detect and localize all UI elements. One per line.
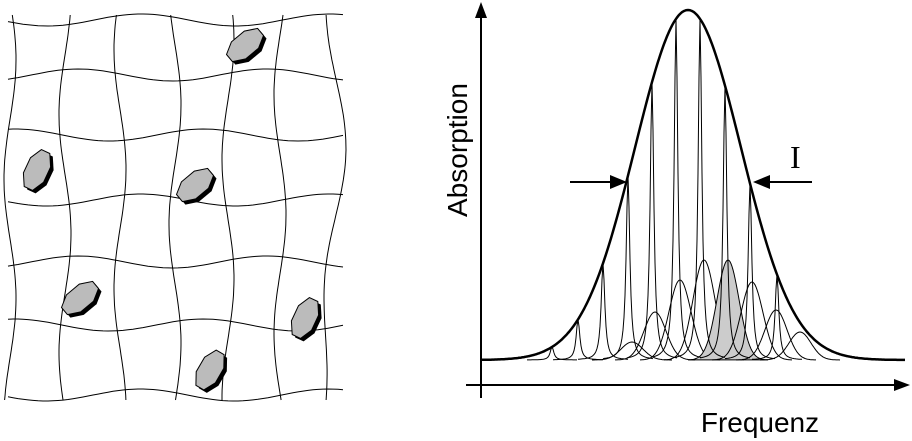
lattice-line — [168, 14, 182, 401]
narrow-line — [752, 274, 802, 360]
absorption-diagram: I Absorption Frequenz — [442, 2, 910, 438]
distorted-lattice — [3, 13, 347, 402]
lattice-line — [7, 255, 344, 269]
lattice-line — [7, 128, 344, 142]
molecule — [290, 297, 320, 339]
component-band — [615, 311, 695, 361]
lattice-line — [221, 14, 235, 400]
x-axis-label: Frequenz — [701, 407, 819, 438]
width-label: I — [790, 139, 801, 175]
width-arrowhead-right — [753, 175, 770, 189]
y-axis-label: Absorption — [442, 83, 473, 217]
molecule — [175, 167, 215, 203]
lattice-line — [7, 193, 344, 207]
lattice-line — [273, 14, 287, 401]
narrow-line — [650, 18, 702, 358]
width-arrowhead-left — [610, 175, 627, 189]
molecule — [195, 349, 225, 391]
lattice-line — [7, 388, 344, 402]
component-band-shaded — [687, 259, 769, 361]
narrow-line — [626, 82, 678, 359]
lattice-line — [58, 14, 72, 401]
envelope — [481, 8, 905, 362]
x-axis-arrow — [894, 379, 910, 391]
molecule — [225, 27, 265, 63]
lattice-line — [323, 14, 347, 401]
y-axis-arrow — [475, 2, 487, 18]
molecule — [60, 280, 100, 316]
lattice-line — [3, 14, 17, 401]
lattice-line — [7, 318, 344, 332]
lattice-line — [7, 68, 344, 82]
lattice-line — [113, 14, 127, 401]
component-band — [592, 341, 672, 361]
molecule — [22, 149, 52, 191]
lattice-line — [7, 13, 344, 27]
